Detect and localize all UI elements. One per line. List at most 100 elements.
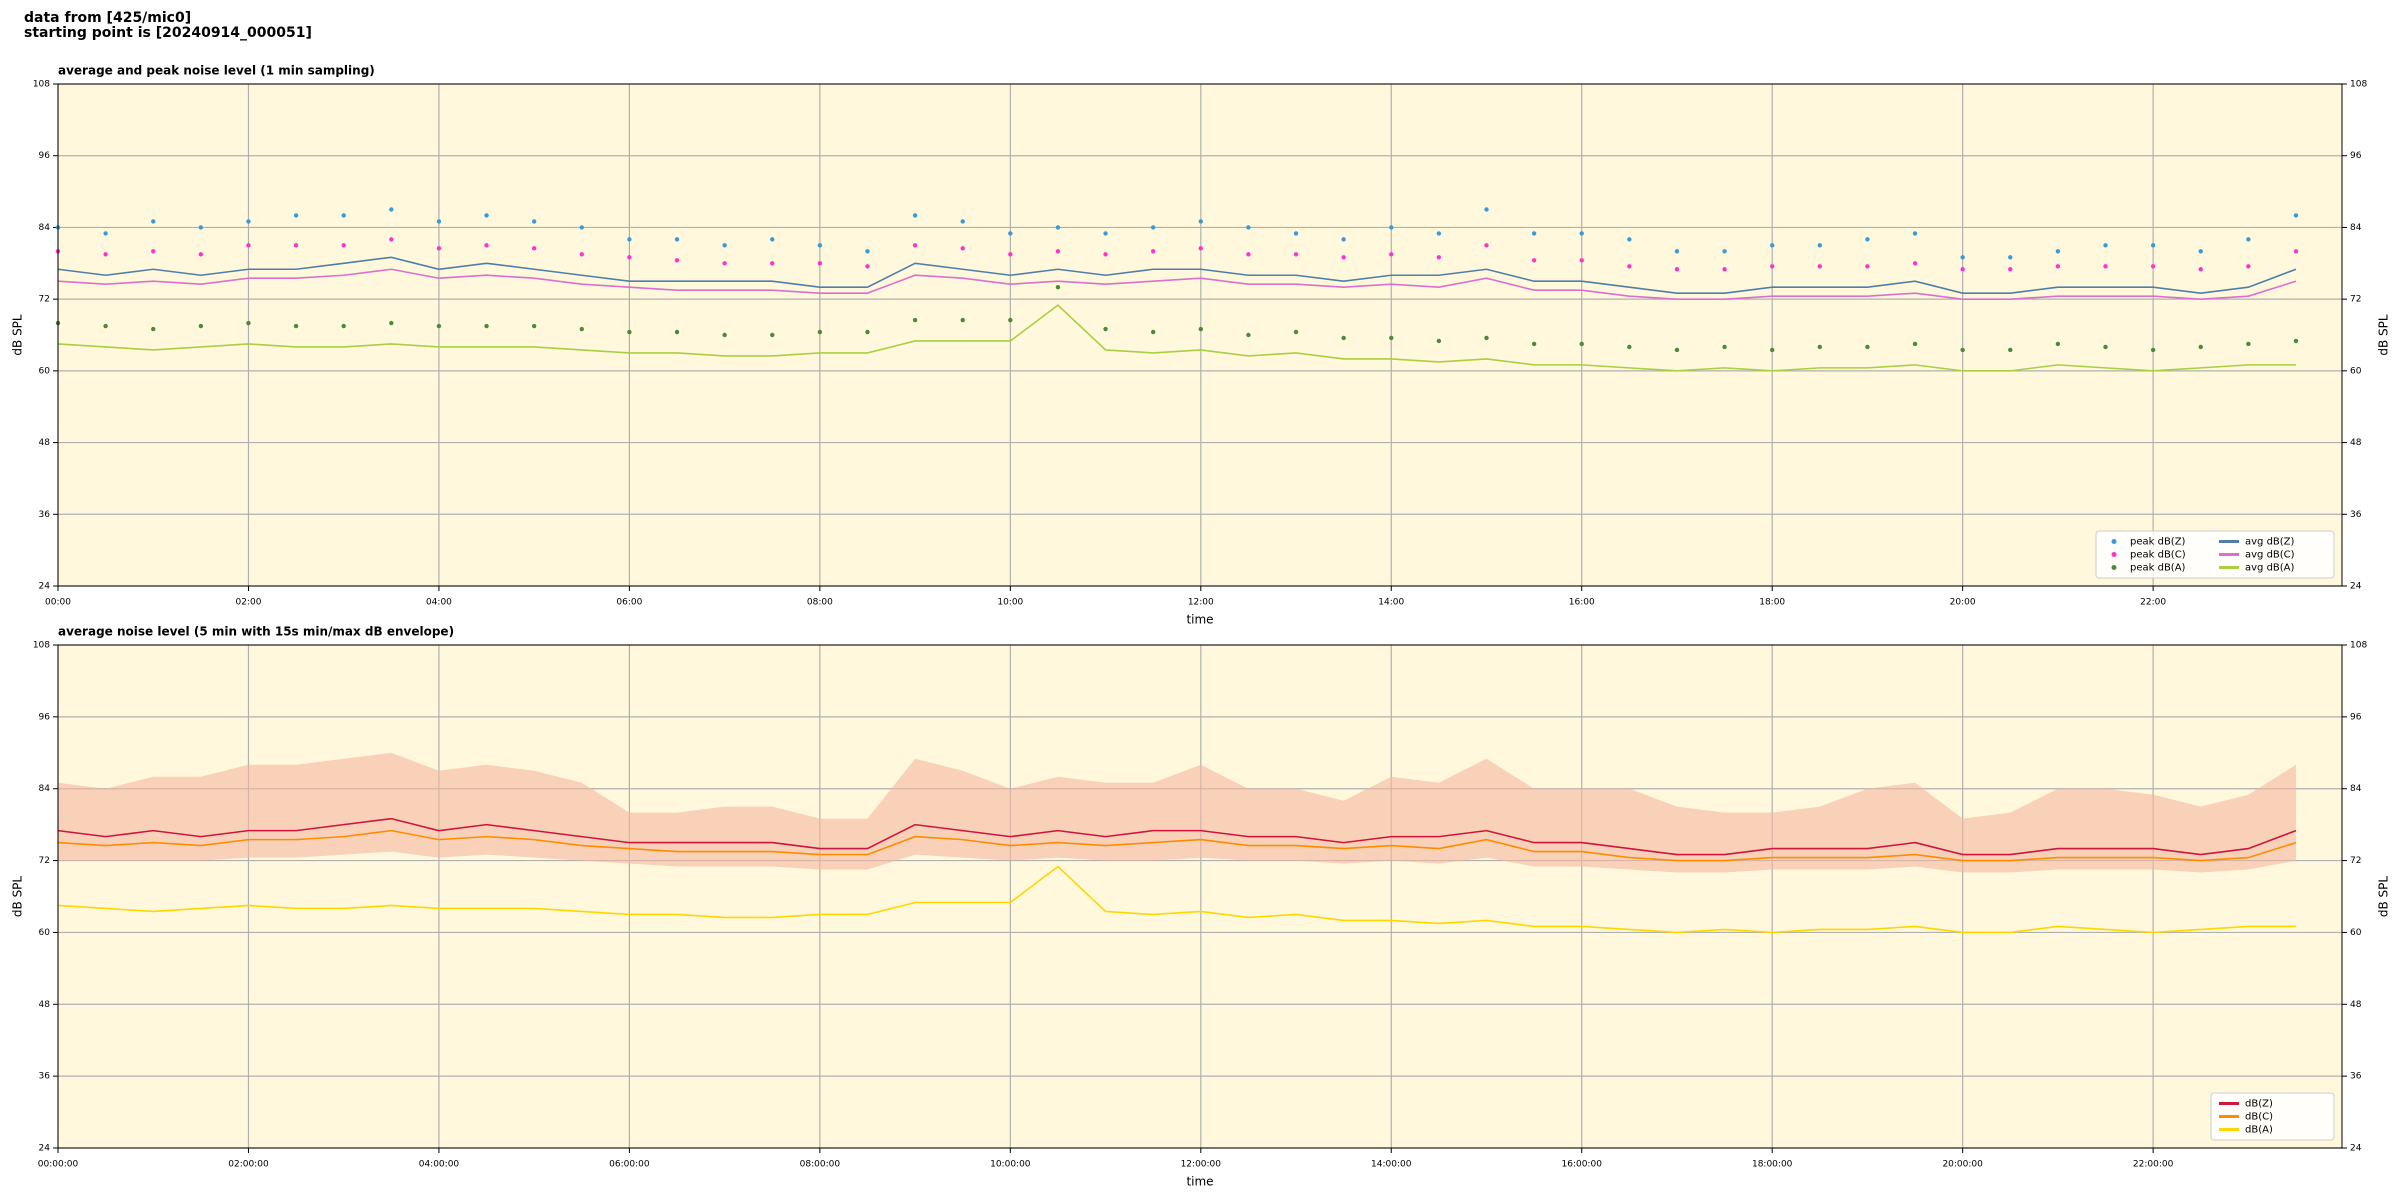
peak-point: [817, 261, 823, 266]
peak-point: [341, 323, 346, 329]
x-tick-label: 18:00:00: [1752, 1160, 1793, 1170]
y2-tick-label: 108: [2350, 80, 2367, 90]
page-title: data from [425/mic0]: [24, 10, 191, 26]
y-axis-label: dB SPL: [11, 876, 25, 918]
peak-point: [912, 317, 918, 323]
peak-point: [1198, 326, 1203, 332]
peak-point: [865, 329, 870, 335]
peak-point: [1484, 207, 1489, 212]
peak-point: [1531, 258, 1537, 263]
peak-point: [1817, 344, 1823, 350]
legend-label: avg dB(Z): [2245, 537, 2295, 548]
peak-point: [579, 252, 584, 257]
peak-point: [1293, 329, 1299, 335]
peak-point: [436, 323, 442, 329]
envelope-area: [58, 752, 2296, 873]
peak-point: [2246, 264, 2251, 269]
peak-point: [1912, 231, 1918, 236]
y2-tick-label: 72: [2350, 856, 2361, 866]
legend-label: dB(Z): [2245, 1099, 2273, 1110]
peak-point: [293, 323, 299, 329]
peak-point: [436, 246, 442, 251]
peak-point: [1817, 243, 1823, 248]
y2-tick-label: 60: [2350, 366, 2362, 376]
legend-marker: [2111, 552, 2117, 557]
peak-point: [770, 332, 775, 338]
legend-label: avg dB(A): [2245, 563, 2295, 574]
peak-point: [817, 243, 823, 248]
x-tick-label: 02:00:00: [228, 1160, 269, 1170]
peak-point: [1531, 341, 1537, 347]
y-tick-label: 36: [39, 510, 51, 520]
x-axis-label: time: [1186, 613, 1213, 627]
peak-point: [2150, 243, 2156, 248]
peak-point: [1389, 252, 1394, 257]
legend-marker: [2111, 565, 2117, 570]
chart-title: average noise level (5 min with 15s min/…: [58, 625, 454, 639]
peak-point: [484, 213, 489, 218]
peak-point: [198, 323, 204, 329]
peak-point: [674, 237, 680, 242]
y2-tick-label: 84: [2350, 223, 2362, 233]
y2-tick-label: 48: [2350, 438, 2362, 448]
x-tick-label: 20:00:00: [1942, 1160, 1983, 1170]
peak-point: [2198, 267, 2203, 272]
x-tick-label: 16:00:00: [1562, 1160, 1603, 1170]
peak-point: [2103, 243, 2108, 248]
chart-title: average and peak noise level (1 min samp…: [58, 64, 375, 78]
x-tick-label: 02:00: [235, 598, 261, 608]
x-tick-label: 10:00: [997, 598, 1023, 608]
y-tick-label: 108: [33, 641, 50, 651]
y2-tick-label: 72: [2350, 295, 2361, 305]
y-tick-label: 36: [39, 1072, 51, 1082]
x-tick-label: 16:00: [1569, 598, 1595, 608]
peak-point: [1674, 267, 1680, 272]
peak-point: [1865, 237, 1870, 242]
peak-point: [1389, 225, 1394, 230]
peak-point: [531, 219, 537, 224]
legend-label: peak dB(C): [2130, 550, 2186, 561]
x-tick-label: 00:00:00: [38, 1160, 79, 1170]
y-tick-label: 72: [39, 295, 50, 305]
peak-point: [1150, 225, 1156, 230]
peak-point: [2198, 249, 2203, 254]
peak-point: [1103, 252, 1108, 257]
x-tick-label: 22:00:00: [2133, 1160, 2174, 1170]
series-line: [57, 256, 2297, 294]
peak-point: [2055, 264, 2061, 269]
peak-point: [865, 249, 870, 254]
peak-point: [1627, 237, 1632, 242]
peak-point: [531, 246, 537, 251]
peak-point: [1627, 264, 1632, 269]
peak-point: [198, 252, 204, 257]
legend-label: peak dB(A): [2130, 563, 2186, 574]
peak-point: [246, 243, 251, 248]
peak-point: [1579, 231, 1584, 236]
peak-point: [2198, 344, 2203, 350]
legend: dB(Z) dB(C) dB(A): [2210, 1092, 2335, 1141]
series-line: [57, 817, 2297, 856]
legend-marker: [2111, 539, 2117, 544]
legend-label: dB(C): [2245, 1112, 2273, 1123]
peak-point: [1484, 335, 1489, 341]
y-tick-label: 48: [39, 1000, 51, 1010]
peak-point: [627, 329, 632, 335]
peak-point: [2103, 344, 2108, 350]
peak-point: [103, 252, 108, 257]
peak-point: [1865, 264, 1870, 269]
peak-point: [865, 264, 870, 269]
x-tick-label: 04:00: [426, 598, 452, 608]
y-tick-label: 84: [39, 784, 51, 794]
y-tick-label: 96: [39, 151, 51, 161]
peak-point: [1817, 264, 1823, 269]
peak-point: [1150, 329, 1156, 335]
series-line: [57, 304, 2296, 372]
y-axis-label: dB SPL: [11, 314, 25, 356]
y-tick-label: 24: [39, 1144, 51, 1154]
x-tick-label: 04:00:00: [419, 1160, 460, 1170]
x-tick-label: 08:00: [807, 598, 833, 608]
peak-point: [770, 261, 775, 266]
peak-point: [2246, 237, 2251, 242]
x-tick-label: 12:00:00: [1181, 1160, 1222, 1170]
x-tick-label: 14:00: [1378, 598, 1404, 608]
